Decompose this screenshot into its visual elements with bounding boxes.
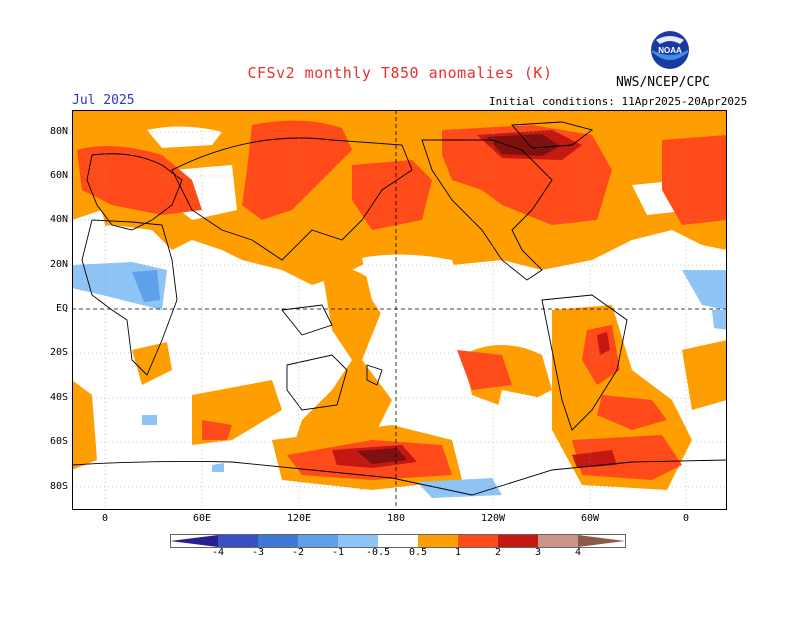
svg-text:NOAA: NOAA [658,46,682,55]
valid-month-label: Jul 2025 [72,93,135,108]
colorbar-label: 3 [534,547,542,558]
lon-label-60w: 60W [580,513,600,524]
colorbar-label: 0.5 [408,547,428,558]
colorbar-segment [378,535,418,547]
lon-label-120e: 120E [286,513,312,524]
colorbar [170,534,626,548]
colorbar-segment [498,535,538,547]
colorbar-segment [458,535,498,547]
colorbar-low-arrow [170,535,218,547]
lat-label-20s: 20S [49,347,68,358]
colorbar-segment [538,535,578,547]
very-strong-warm-anomaly-fields [357,134,560,464]
noaa-logo-icon: NOAA [650,30,690,70]
coastlines [72,121,727,496]
colorbar-label: -3 [251,547,265,558]
agency-label: NWS/NCEP/CPC [616,75,710,90]
anomaly-map [72,110,727,510]
colorbar-segment [418,535,458,547]
lat-label-20n: 20N [49,259,68,270]
lat-label-40s: 40S [49,392,68,403]
colorbar-label: -2 [291,547,305,558]
lat-label-eq: EQ [55,303,68,314]
graticule [72,110,727,510]
lon-label-120w: 120W [480,513,506,524]
lat-label-60s: 60S [49,436,68,447]
lat-label-60n: 60N [49,170,68,181]
map-title: CFSv2 monthly T850 anomalies (K) [247,64,553,82]
colorbar-segment [258,535,298,547]
colorbar-segment [218,535,258,547]
colorbar-label: -0.5 [365,547,391,558]
lon-label-180: 180 [386,513,406,524]
colorbar-label: 2 [494,547,502,558]
lat-label-80n: 80N [49,126,68,137]
lon-label-60e: 60E [192,513,212,524]
cool-anomaly-fields [72,262,727,498]
lon-label-0: 0 [101,513,109,524]
colorbar-label: 4 [574,547,582,558]
lon-label-0-east: 0 [682,513,690,524]
initial-conditions-label: Initial conditions: 11Apr2025-20Apr2025 [489,95,748,108]
colorbar-segment [298,535,338,547]
lat-label-40n: 40N [49,214,68,225]
colorbar-segment [338,535,378,547]
colorbar-high-arrow [578,535,625,547]
colorbar-label: -4 [211,547,225,558]
colorbar-label: 1 [454,547,462,558]
reference-lines [72,110,727,510]
map-frame [72,110,727,510]
colorbar-label: -1 [331,547,345,558]
lat-label-80s: 80S [49,481,68,492]
